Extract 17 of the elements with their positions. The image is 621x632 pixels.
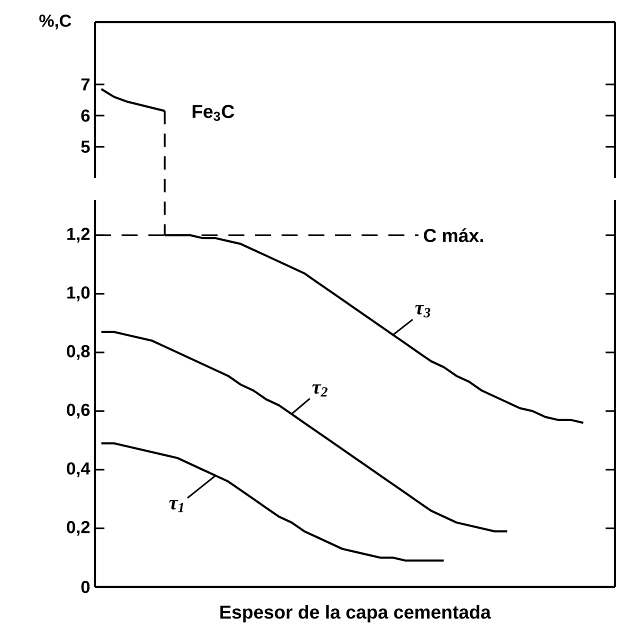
ref-line-label: C máx.: [424, 228, 484, 242]
y-tick-label: 0,2: [66, 520, 90, 536]
y-tick-label: 0: [81, 580, 90, 594]
legend-label: τ$_{1}$: [169, 500, 184, 512]
x-axis-title: Espesor de la capa cementada: [220, 605, 491, 622]
y-tick-label: 7: [81, 78, 90, 90]
y-tick-label: 5: [81, 140, 90, 153]
y-tick-label: 1,2: [67, 228, 90, 243]
series-label: τ$_{2}$: [312, 384, 328, 396]
y-tick-label: 6: [81, 109, 90, 122]
y-tick-label: 0,4: [66, 462, 90, 478]
y-tick-label: 1,0: [67, 286, 90, 302]
y-tick-label: 0,6: [66, 404, 90, 418]
y-axis-title: %,C: [39, 14, 72, 30]
series-label: τ$_{3}$: [415, 305, 430, 318]
series-label: Fe$_{3}$C: [192, 104, 234, 121]
y-tick-label: 0,8: [66, 345, 90, 360]
